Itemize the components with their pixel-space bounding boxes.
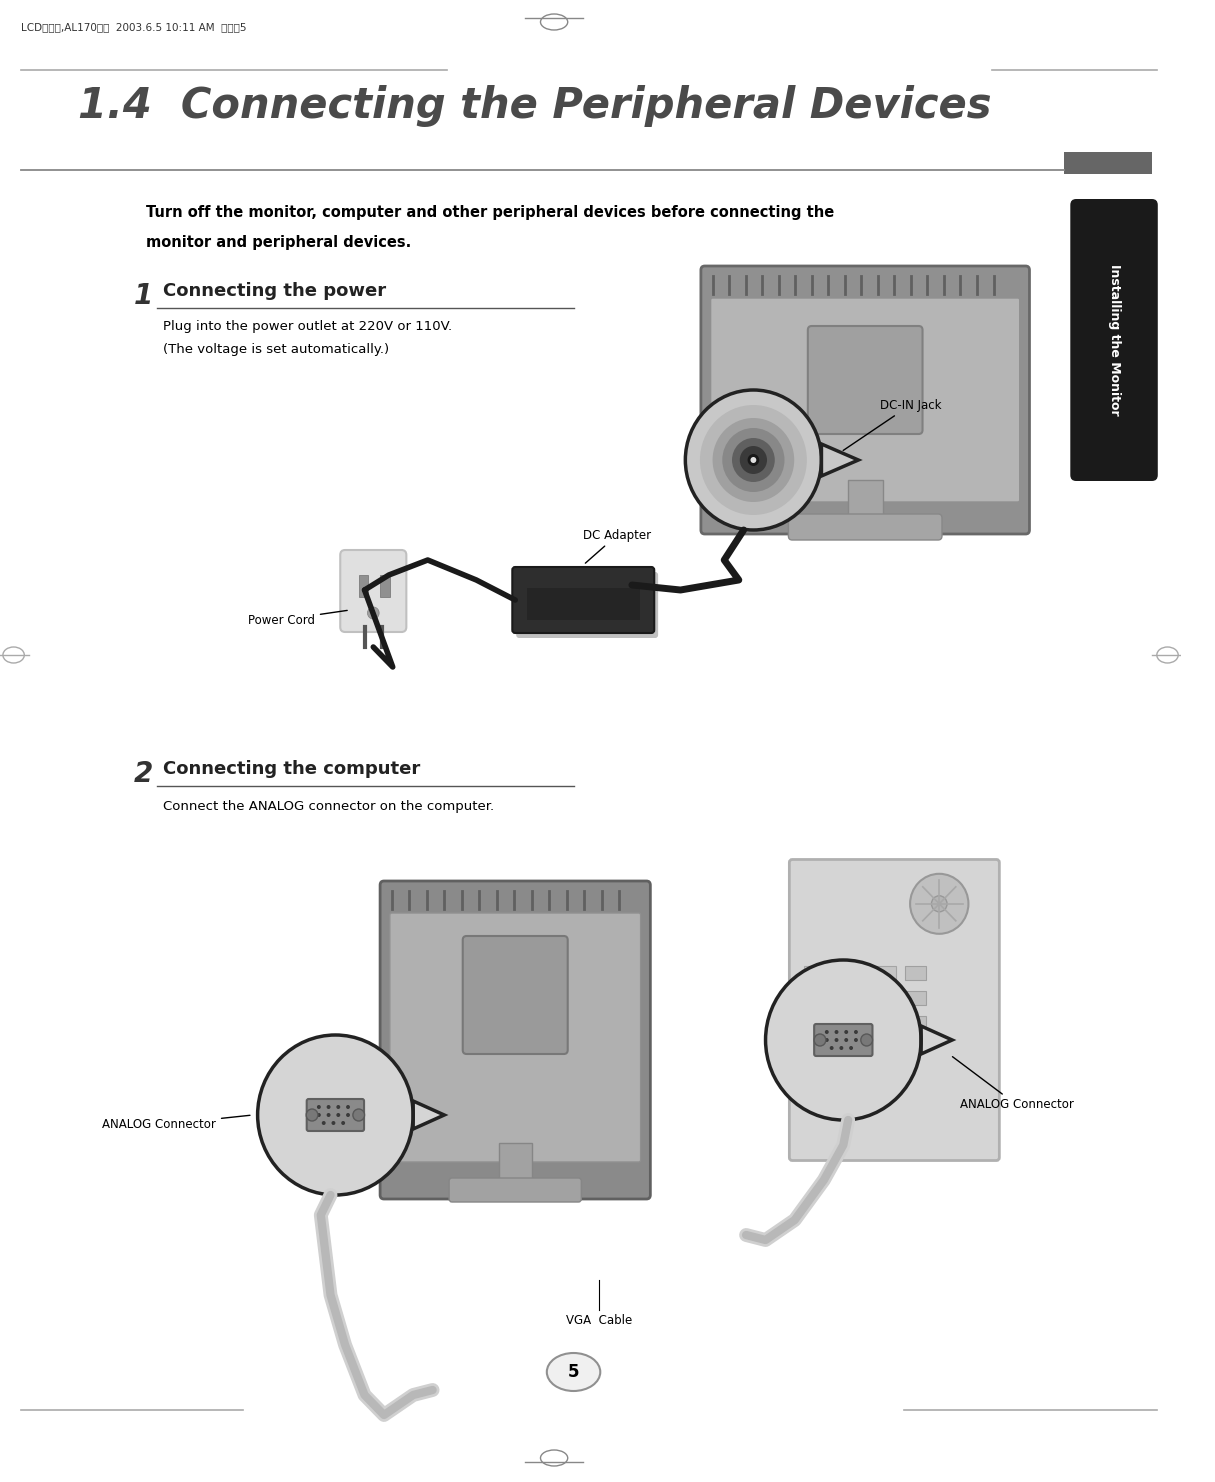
Circle shape bbox=[346, 1113, 350, 1117]
Bar bbox=[804, 966, 895, 984]
Circle shape bbox=[844, 1037, 848, 1042]
Circle shape bbox=[840, 1046, 843, 1051]
FancyBboxPatch shape bbox=[463, 937, 567, 1054]
FancyBboxPatch shape bbox=[450, 1178, 581, 1202]
Text: DC-IN Jack: DC-IN Jack bbox=[843, 399, 942, 451]
Bar bbox=[527, 588, 639, 619]
Circle shape bbox=[327, 1106, 330, 1109]
Circle shape bbox=[337, 1113, 340, 1117]
Bar bbox=[904, 966, 926, 980]
FancyBboxPatch shape bbox=[513, 568, 654, 633]
Bar bbox=[751, 480, 769, 502]
Circle shape bbox=[860, 1034, 872, 1046]
Text: (The voltage is set automatically.): (The voltage is set automatically.) bbox=[163, 342, 390, 356]
Text: Plug into the power outlet at 220V or 110V.: Plug into the power outlet at 220V or 11… bbox=[163, 320, 452, 333]
FancyBboxPatch shape bbox=[340, 550, 406, 631]
Text: ANALOG Connector: ANALOG Connector bbox=[953, 1057, 1074, 1112]
FancyBboxPatch shape bbox=[789, 514, 942, 539]
Circle shape bbox=[327, 1113, 330, 1117]
Bar bbox=[848, 480, 882, 535]
Circle shape bbox=[685, 390, 821, 531]
Circle shape bbox=[346, 1106, 350, 1109]
FancyBboxPatch shape bbox=[790, 860, 1000, 1160]
Text: ANALOG Connector: ANALOG Connector bbox=[102, 1116, 250, 1131]
Circle shape bbox=[341, 1120, 345, 1125]
Circle shape bbox=[337, 1106, 340, 1109]
Circle shape bbox=[747, 453, 759, 465]
Circle shape bbox=[306, 1109, 318, 1120]
Circle shape bbox=[910, 874, 968, 934]
Circle shape bbox=[825, 1030, 829, 1034]
FancyBboxPatch shape bbox=[701, 265, 1029, 534]
FancyBboxPatch shape bbox=[1070, 199, 1158, 482]
Polygon shape bbox=[921, 1026, 953, 1054]
Circle shape bbox=[835, 1030, 838, 1034]
Circle shape bbox=[835, 1037, 838, 1042]
FancyBboxPatch shape bbox=[306, 1100, 364, 1131]
Circle shape bbox=[317, 1113, 321, 1117]
Bar bbox=[904, 1015, 926, 1030]
Bar bbox=[358, 575, 368, 597]
Polygon shape bbox=[413, 1101, 445, 1129]
Circle shape bbox=[317, 1106, 321, 1109]
Circle shape bbox=[700, 405, 807, 516]
Circle shape bbox=[830, 1046, 833, 1051]
Circle shape bbox=[825, 1037, 829, 1042]
Circle shape bbox=[849, 1046, 853, 1051]
Ellipse shape bbox=[547, 1353, 600, 1392]
Text: 1.4  Connecting the Peripheral Devices: 1.4 Connecting the Peripheral Devices bbox=[78, 84, 991, 127]
Bar bbox=[804, 1055, 895, 1074]
Text: Turn off the monitor, computer and other peripheral devices before connecting th: Turn off the monitor, computer and other… bbox=[146, 205, 833, 219]
Bar bbox=[804, 1026, 895, 1043]
Circle shape bbox=[722, 428, 785, 492]
Text: 1: 1 bbox=[134, 282, 153, 310]
Circle shape bbox=[258, 1034, 413, 1194]
Bar bbox=[804, 996, 895, 1014]
Bar bbox=[380, 575, 390, 597]
Circle shape bbox=[765, 960, 921, 1120]
Circle shape bbox=[352, 1109, 364, 1120]
FancyBboxPatch shape bbox=[711, 298, 1019, 502]
Circle shape bbox=[332, 1120, 335, 1125]
Text: Connect the ANALOG connector on the computer.: Connect the ANALOG connector on the comp… bbox=[163, 800, 495, 814]
Circle shape bbox=[731, 439, 775, 482]
Bar bbox=[498, 1143, 532, 1197]
FancyBboxPatch shape bbox=[516, 572, 659, 637]
Bar bbox=[904, 991, 926, 1005]
Circle shape bbox=[751, 456, 756, 462]
Circle shape bbox=[367, 608, 379, 619]
Circle shape bbox=[854, 1037, 858, 1042]
Text: Connecting the computer: Connecting the computer bbox=[163, 760, 420, 778]
Circle shape bbox=[854, 1030, 858, 1034]
FancyBboxPatch shape bbox=[814, 1024, 872, 1057]
Circle shape bbox=[844, 1030, 848, 1034]
Text: 5: 5 bbox=[567, 1363, 580, 1381]
Circle shape bbox=[932, 895, 946, 911]
Text: Connecting the power: Connecting the power bbox=[163, 282, 386, 299]
Bar bbox=[1064, 153, 1152, 173]
Bar bbox=[724, 480, 741, 502]
Circle shape bbox=[814, 1034, 826, 1046]
FancyBboxPatch shape bbox=[380, 880, 650, 1199]
Text: LCD오니터,AL170영문  2003.6.5 10:11 AM  페이지5: LCD오니터,AL170영문 2003.6.5 10:11 AM 페이지5 bbox=[22, 22, 247, 33]
Polygon shape bbox=[821, 445, 858, 476]
FancyBboxPatch shape bbox=[390, 913, 640, 1162]
Text: Power Cord: Power Cord bbox=[248, 611, 347, 627]
Circle shape bbox=[322, 1120, 326, 1125]
Text: 2: 2 bbox=[134, 760, 153, 788]
Text: monitor and peripheral devices.: monitor and peripheral devices. bbox=[146, 236, 411, 250]
FancyBboxPatch shape bbox=[808, 326, 922, 434]
Circle shape bbox=[740, 446, 767, 474]
Circle shape bbox=[712, 418, 795, 502]
Text: VGA  Cable: VGA Cable bbox=[566, 1313, 632, 1326]
Text: Installing the Monitor: Installing the Monitor bbox=[1108, 264, 1120, 416]
Text: DC Adapter: DC Adapter bbox=[583, 529, 651, 563]
